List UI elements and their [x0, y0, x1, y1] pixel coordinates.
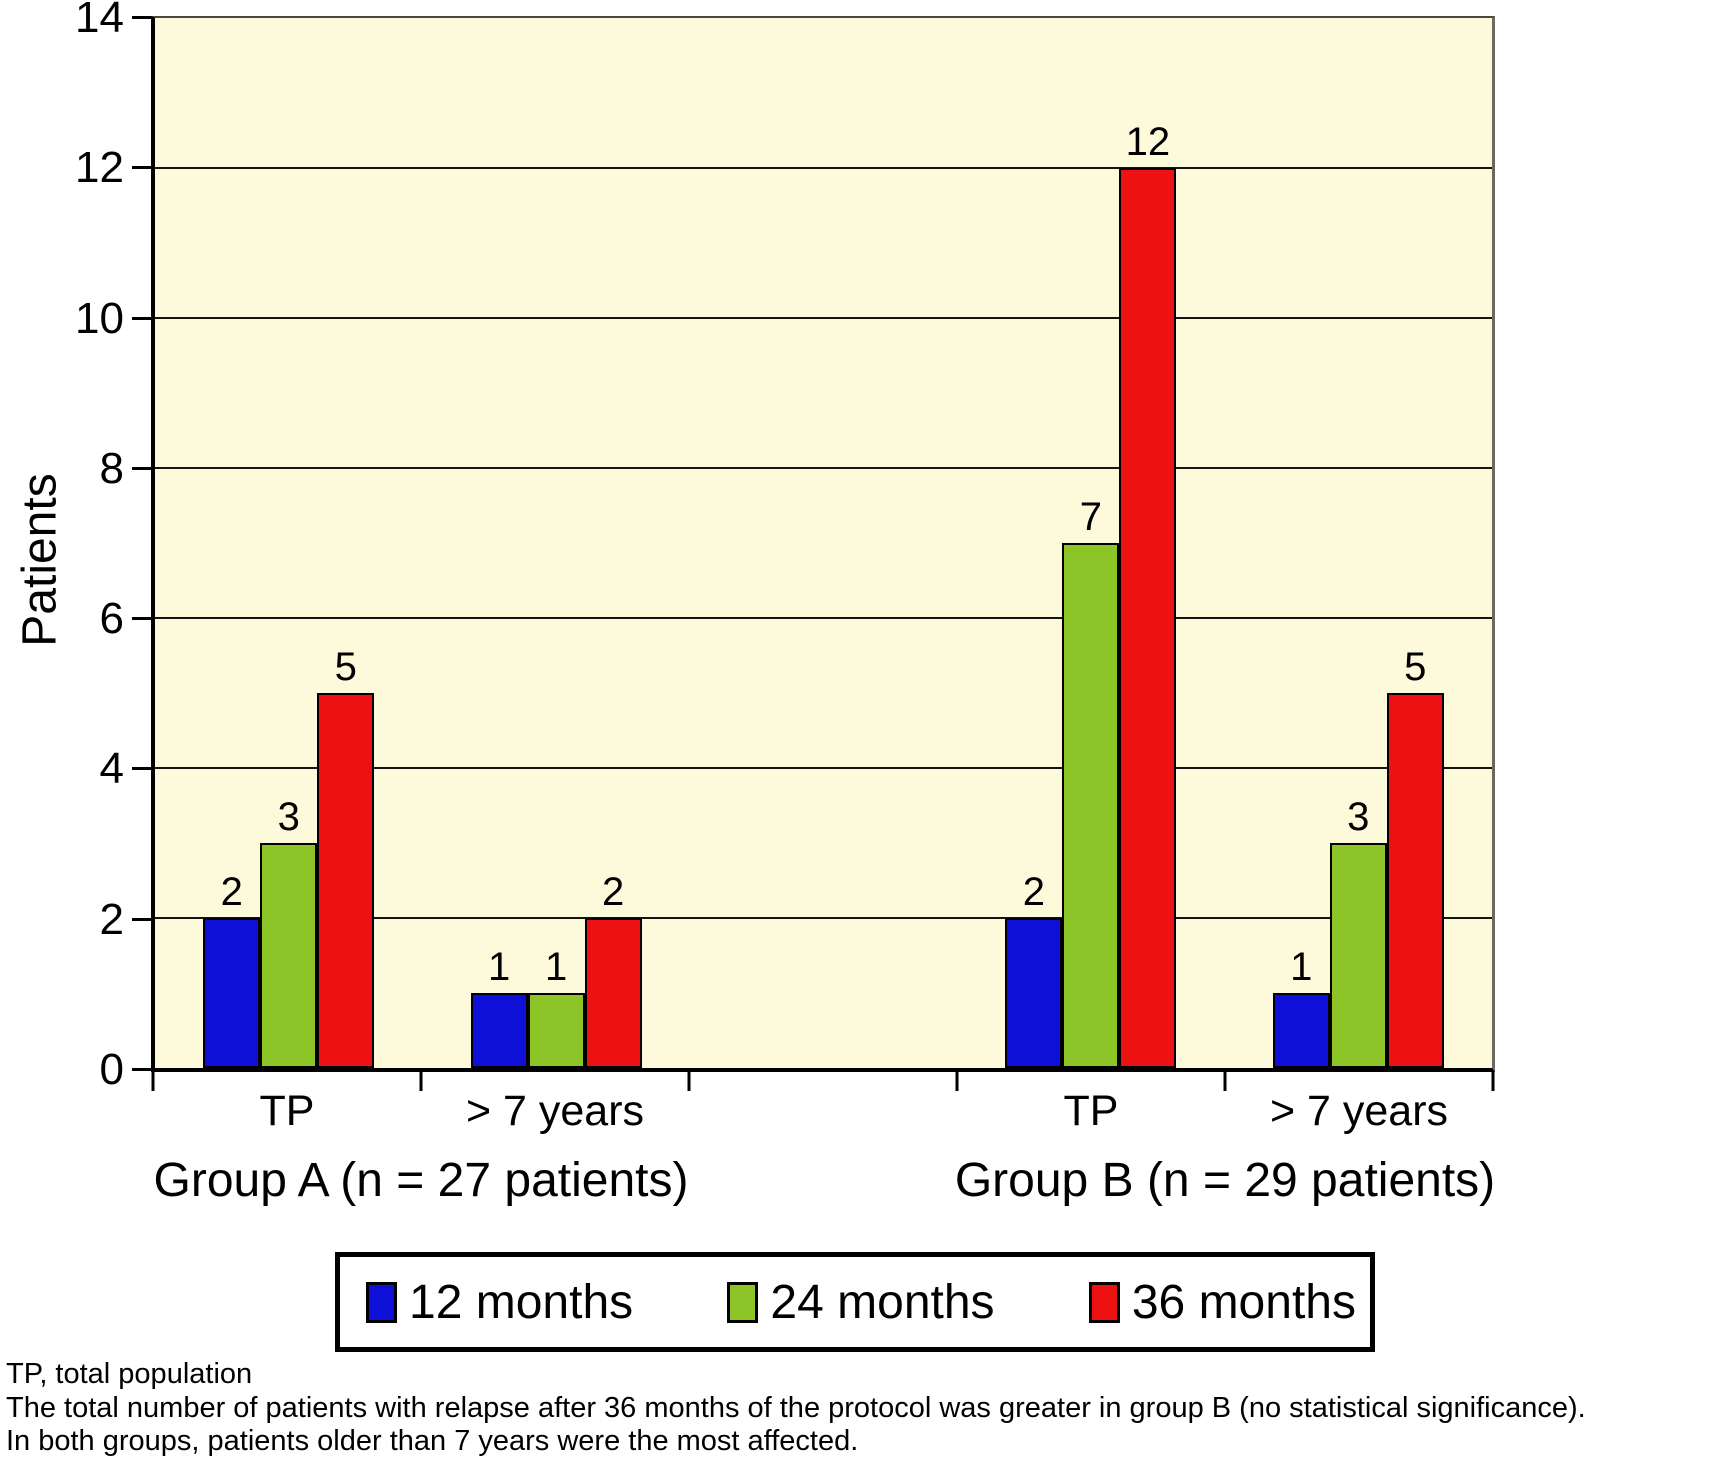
bar-36-months-cat0: 5 — [317, 645, 375, 1068]
legend: 12 months 24 months 36 months — [335, 1252, 1375, 1352]
x-category-labels: TP > 7 years TP > 7 years — [153, 1086, 1493, 1142]
y-tick-label-8: 8 — [99, 443, 124, 493]
bar-value-label: 2 — [601, 870, 625, 914]
bar-24-months-cat0: 3 — [260, 795, 318, 1068]
footer-note-relapse: The total number of patients with relaps… — [6, 1391, 1586, 1424]
bar-36-months-cat1: 2 — [584, 870, 642, 1068]
legend-label-0: 12 months — [409, 1275, 634, 1329]
bar-12-months-cat0: 2 — [203, 870, 261, 1068]
legend-swatch-2 — [1088, 1281, 1120, 1323]
bar-24-months-cat2: 7 — [1062, 495, 1120, 1068]
legend-swatch-1 — [727, 1281, 759, 1323]
x-tick-mark-3 — [955, 1072, 959, 1091]
bar-group-3: 1 3 5 — [1225, 18, 1492, 1068]
gridline-6 — [155, 617, 1492, 619]
y-tick-label-4: 4 — [99, 744, 124, 794]
y-tick-label-12: 12 — [75, 143, 124, 193]
y-tick-mark-12 — [132, 166, 151, 170]
bar-36-months-cat2: 12 — [1119, 120, 1177, 1068]
bar-value-label: 7 — [1079, 495, 1102, 539]
legend-item-1: 24 months — [727, 1275, 995, 1330]
x-tick-mark-0 — [151, 1072, 155, 1091]
bar-value-label: 1 — [544, 945, 568, 989]
y-tick-label-10: 10 — [75, 293, 124, 343]
y-tick-mark-6 — [132, 617, 151, 621]
bar-value-label: 3 — [277, 795, 300, 839]
bar-24-months-cat3: 3 — [1329, 795, 1387, 1068]
bar-value-label: 12 — [1125, 120, 1171, 164]
y-axis: 0 2 4 6 8 10 12 14 — [0, 0, 151, 1094]
bar-value-label: 2 — [220, 870, 243, 914]
x-tick-mark-1 — [419, 1072, 423, 1091]
category-label-0: TP — [259, 1087, 315, 1135]
y-tick-mark-0 — [132, 1068, 151, 1071]
bar-value-label: 2 — [1022, 870, 1045, 914]
group-label-0: Group A (n = 27 patients) — [153, 1154, 689, 1207]
bar-group-2: 2 7 12 — [957, 18, 1224, 1068]
bar-value-label: 3 — [1347, 795, 1370, 839]
x-group-labels: Group A (n = 27 patients) Group B (n = 29… — [153, 1152, 1496, 1216]
plot-area: 2 3 5 1 1 2 2 7 12 1 3 5 — [151, 16, 1495, 1072]
gridline-8 — [155, 467, 1492, 470]
legend-label-1: 24 months — [770, 1275, 995, 1329]
x-tick-mark-4 — [1223, 1072, 1227, 1091]
bar-12-months-cat3: 1 — [1272, 945, 1330, 1068]
gridline-10 — [155, 317, 1492, 319]
category-label-3: > 7 years — [1269, 1087, 1449, 1135]
gridline-2 — [155, 917, 1492, 920]
y-tick-mark-8 — [132, 466, 151, 470]
footer-notes: TP, total population The total number of… — [6, 1358, 1706, 1459]
bar-24-months-cat1: 1 — [527, 945, 585, 1068]
bar-12-months-cat2: 2 — [1005, 870, 1063, 1068]
y-tick-mark-14 — [132, 16, 151, 19]
y-tick-mark-10 — [132, 316, 151, 320]
gridline-12 — [155, 167, 1492, 169]
y-tick-label-14: 14 — [75, 0, 124, 42]
group-label-1: Group B (n = 29 patients) — [954, 1154, 1496, 1207]
y-tick-label-0: 0 — [99, 1045, 124, 1094]
y-tick-label-6: 6 — [99, 594, 124, 644]
x-axis-ticks — [151, 1072, 1495, 1094]
y-tick-mark-2 — [132, 917, 151, 921]
legend-item-0: 12 months — [366, 1275, 633, 1330]
bar-value-label: 1 — [487, 945, 511, 989]
footer-note-tp: TP, total population — [6, 1358, 253, 1390]
bar-value-label: 5 — [334, 645, 357, 689]
bar-value-label: 1 — [1290, 945, 1313, 989]
gridline-4 — [155, 767, 1492, 770]
bar-36-months-cat3: 5 — [1386, 645, 1444, 1068]
x-tick-mark-2 — [687, 1072, 691, 1091]
bar-value-label: 5 — [1404, 645, 1427, 689]
legend-item-2: 36 months — [1088, 1275, 1356, 1330]
footer-note-age: In both groups, patients older than 7 ye… — [6, 1425, 859, 1457]
legend-label-2: 36 months — [1131, 1275, 1356, 1329]
x-tick-mark-5 — [1491, 1072, 1495, 1091]
bar-12-months-cat1: 1 — [470, 945, 528, 1068]
legend-swatch-0 — [366, 1281, 397, 1323]
y-tick-mark-4 — [132, 767, 151, 771]
category-label-1: > 7 years — [465, 1087, 645, 1135]
category-label-2: TP — [1063, 1087, 1119, 1135]
y-tick-label-2: 2 — [99, 894, 124, 944]
